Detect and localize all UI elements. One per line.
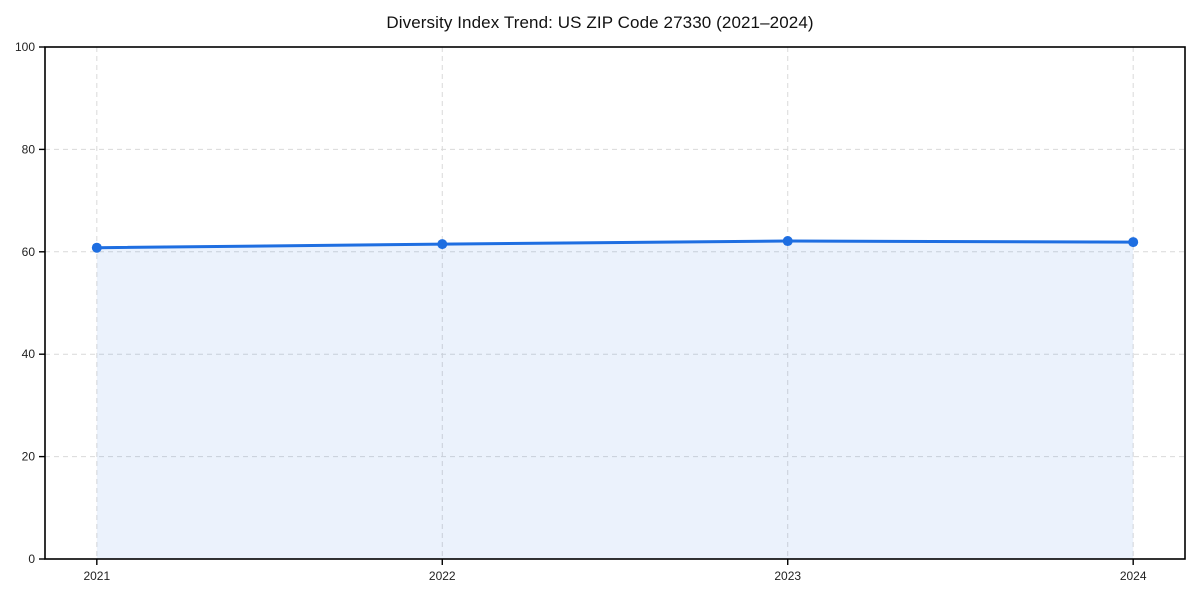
y-tick-label: 20 <box>22 450 36 464</box>
y-tick-label: 40 <box>22 347 36 361</box>
x-tick-label: 2021 <box>83 569 110 583</box>
y-tick-label: 100 <box>15 40 35 54</box>
trend-line <box>95 239 1135 250</box>
x-tick-label: 2023 <box>774 569 801 583</box>
x-tick-label: 2022 <box>429 569 456 583</box>
axes-frame <box>44 46 1186 560</box>
data-point-2024 <box>1128 237 1139 248</box>
chart-title: Diversity Index Trend: US ZIP Code 27330… <box>386 13 814 32</box>
y-tick-label: 0 <box>28 552 35 566</box>
y-tick-label: 60 <box>22 245 36 259</box>
x-tick-label: 2024 <box>1120 569 1147 583</box>
y-tick-label: 80 <box>22 142 36 156</box>
area-fill <box>96 241 1134 559</box>
data-point-2023 <box>782 236 793 247</box>
data-point-2022 <box>437 239 448 250</box>
data-point-2021 <box>91 242 102 253</box>
